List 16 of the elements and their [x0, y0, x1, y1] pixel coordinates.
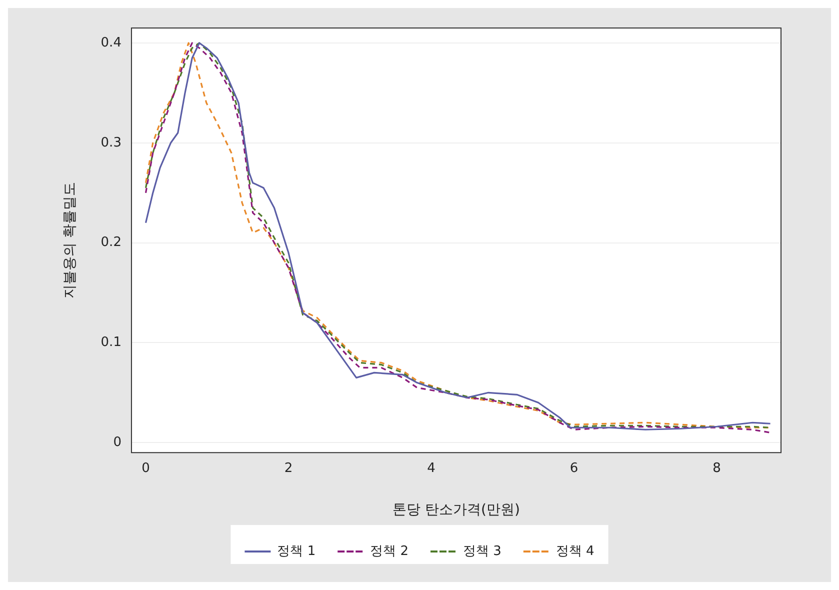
legend-label: 정책 2	[370, 544, 409, 559]
x-tick-label: 2	[284, 460, 293, 476]
x-tick-label: 0	[142, 460, 150, 476]
legend-label: 정책 3	[463, 544, 502, 559]
y-tick-label: 0	[113, 434, 122, 450]
y-tick-label: 0.1	[100, 335, 122, 350]
x-axis-title: 톤당 탄소가격(만원)	[392, 502, 520, 518]
y-tick-label: 0.3	[100, 135, 122, 150]
y-tick-label: 0.2	[100, 235, 122, 250]
x-tick-label: 4	[427, 460, 436, 476]
x-tick-label: 6	[570, 460, 578, 476]
y-axis-title: 지불용의 확률밀도	[62, 182, 78, 299]
x-tick-label: 8	[712, 460, 721, 476]
legend-label: 정책 4	[556, 544, 594, 559]
legend-label: 정책 1	[277, 544, 316, 559]
y-tick-label: 0.4	[100, 35, 122, 50]
